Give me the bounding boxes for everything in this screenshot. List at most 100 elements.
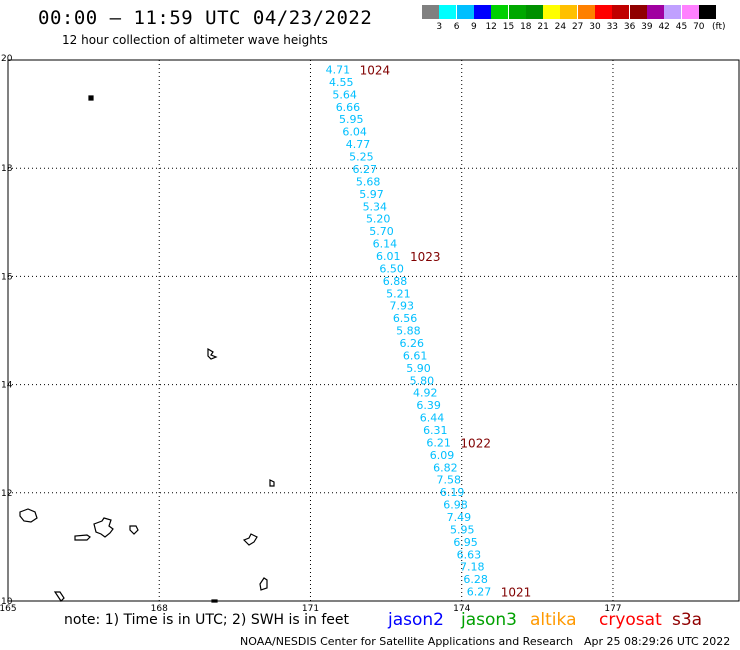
color-scale-swatch [681, 5, 699, 19]
swh-value-label: 5.20 [366, 213, 391, 226]
swh-value-label: 6.63 [457, 548, 482, 561]
swh-value-label: 7.93 [389, 300, 414, 313]
color-scale-swatch [439, 5, 457, 19]
color-scale-label: 9 [471, 22, 477, 32]
map-grid [7, 59, 740, 602]
color-scale-label: 24 [554, 22, 567, 32]
color-scale-swatch [491, 5, 509, 19]
swh-value-label: 6.95 [453, 536, 478, 549]
island-outline [269, 479, 275, 487]
map-subtitle: 12 hour collection of altimeter wave hei… [62, 33, 328, 47]
swh-value-label: 5.68 [356, 175, 381, 188]
swh-value-label: 6.09 [430, 449, 455, 462]
swh-value-label: 4.71 [326, 64, 351, 77]
color-scale-swatch [456, 5, 474, 19]
pass-time-label: 1023 [410, 250, 441, 264]
color-scale-swatch [629, 5, 647, 19]
color-scale-label: 70 [693, 22, 705, 32]
island-outline [53, 591, 65, 602]
swh-value-label: 7.58 [437, 474, 462, 487]
latitude-label: 10 [1, 597, 13, 607]
color-scale-label: 45 [675, 22, 688, 32]
swh-value-label: 5.80 [410, 374, 435, 387]
longitude-label: 174 [453, 604, 470, 614]
color-scale-label: 36 [623, 22, 636, 32]
legend-altika: altika [530, 610, 577, 630]
color-scale-swatch [577, 5, 595, 19]
swh-value-label: 5.64 [332, 88, 357, 101]
color-scale-swatch [508, 5, 526, 19]
color-scale-swatch [525, 5, 543, 19]
island-outline [88, 95, 94, 101]
island-outlines [19, 95, 275, 603]
pass-time-label: 1021 [501, 586, 532, 600]
island-outline [211, 599, 218, 603]
island-outline [207, 347, 218, 360]
color-scale-swatch [422, 5, 439, 19]
swh-value-label: 6.26 [400, 337, 425, 350]
longitude-labels: 165 168 171 174 177 [0, 604, 622, 614]
swh-value-label: 6.27 [467, 586, 492, 599]
swh-value-label: 5.90 [406, 362, 431, 375]
color-scale-swatch [560, 5, 578, 19]
latitude-label: 12 [1, 489, 12, 499]
color-scale-label: 39 [641, 22, 653, 32]
pass-time-label: 1022 [460, 436, 491, 450]
legend-jason2: jason2 [388, 610, 444, 630]
swh-value-label: 4.77 [346, 138, 371, 151]
swh-value-label: 6.50 [379, 262, 404, 275]
color-scale-swatch [646, 5, 664, 19]
longitude-label: 171 [302, 604, 319, 614]
swh-value-label: 6.01 [376, 250, 401, 263]
swh-value-label: 6.27 [352, 163, 377, 176]
swh-value-label: 4.55 [329, 76, 354, 89]
swh-value-label: 5.97 [359, 188, 384, 201]
legend-cryosat: cryosat [599, 610, 662, 630]
swh-value-label: 6.21 [426, 436, 451, 449]
island-outline [74, 534, 91, 541]
color-scale-label: 6 [453, 22, 460, 32]
color-scale-label: 12 [485, 22, 497, 32]
longitude-label: 177 [604, 604, 621, 614]
island-outline [259, 577, 268, 591]
swh-value-label: 6.56 [393, 312, 418, 325]
color-scale-swatch [664, 5, 682, 19]
altimeter-track: 4.714.555.646.665.956.044.775.256.275.68… [326, 64, 532, 600]
color-scale-swatch [473, 5, 491, 19]
swh-value-label: 5.34 [363, 200, 388, 213]
footer-credit: NOAA/NESDIS Center for Satellite Applica… [240, 635, 574, 648]
swh-value-label: 6.19 [440, 486, 465, 499]
legend-s3a: s3a [672, 610, 703, 630]
footer-note: note: 1) Time is in UTC; 2) SWH is in fe… [64, 612, 350, 628]
island-outline [93, 517, 114, 538]
color-scale-swatch [612, 5, 630, 19]
color-scale-label: 27 [571, 22, 584, 32]
latitude-label: 16 [1, 272, 13, 282]
color-scale-label: 18 [520, 22, 532, 32]
color-scale-swatch [543, 5, 561, 19]
swh-value-label: 6.31 [423, 424, 448, 437]
color-scale-swatch [595, 5, 612, 19]
longitude-label: 168 [151, 604, 168, 614]
swh-value-label: 5.88 [396, 325, 421, 338]
latitude-label: 20 [1, 54, 13, 64]
swh-value-label: 7.49 [447, 511, 472, 524]
pass-time-label: 1024 [360, 64, 391, 78]
color-scale-label: 3 [436, 22, 443, 32]
swh-value-label: 5.70 [369, 225, 394, 238]
swh-value-label: 6.14 [373, 238, 398, 251]
swh-value-label: 6.66 [336, 101, 361, 114]
map-frame [7, 59, 740, 602]
color-scale-label: 33 [606, 22, 619, 32]
swh-value-label: 6.39 [416, 399, 441, 412]
swh-value-label: 6.04 [342, 126, 367, 139]
footer-timestamp: Apr 25 08:29:26 UTC 2022 [584, 635, 731, 648]
swh-value-label: 4.92 [413, 387, 438, 400]
color-scale-label: 42 [658, 22, 670, 32]
latitude-label: 14 [1, 381, 13, 391]
latitude-label: 18 [1, 164, 13, 174]
color-scale-label: 21 [537, 22, 549, 32]
swh-value-label: 6.28 [463, 573, 488, 586]
color-scale-label: 15 [502, 22, 515, 32]
